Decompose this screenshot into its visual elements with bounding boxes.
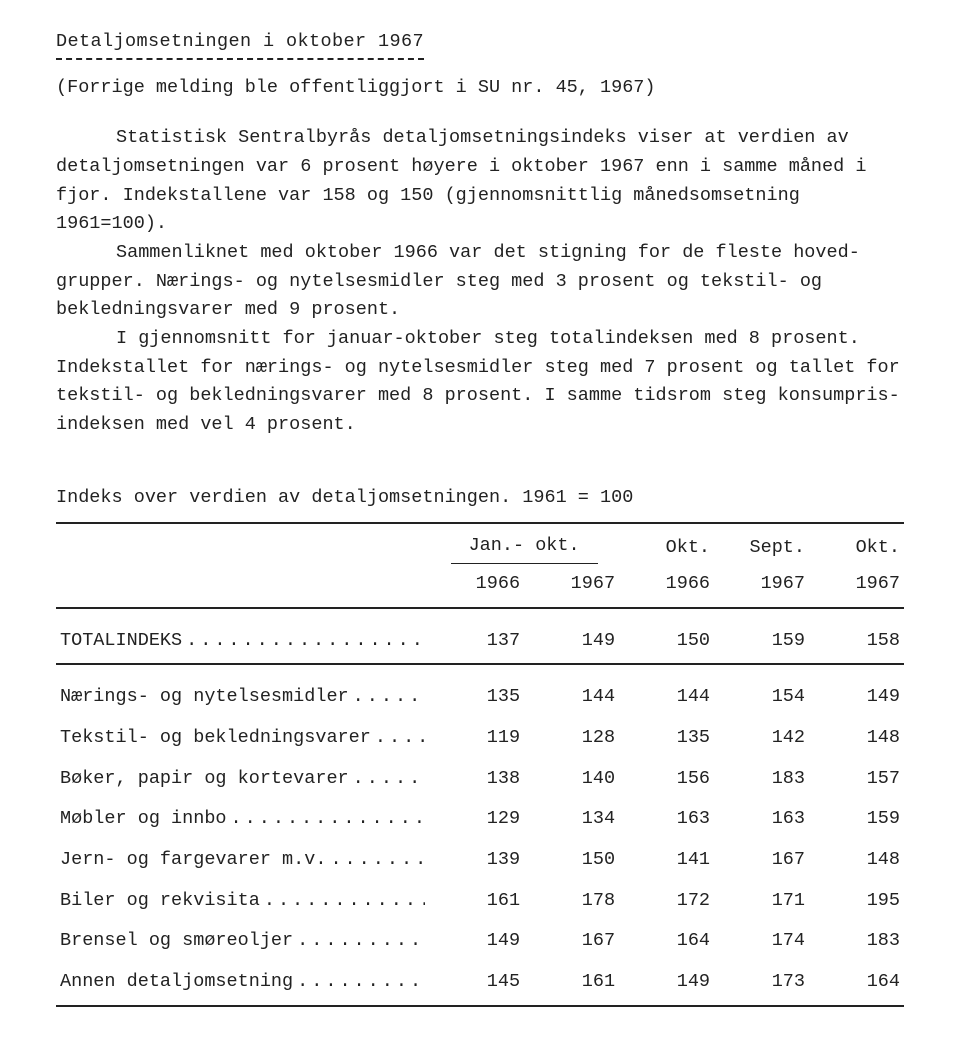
dot-leader: ..........................: [297, 927, 425, 956]
table-mid-rule: [56, 663, 904, 665]
cell: 167: [524, 921, 619, 962]
col-group-okt: Okt.: [619, 526, 714, 570]
cell: 183: [809, 921, 904, 962]
row-label: Biler og rekvisita: [60, 887, 260, 916]
cell: 149: [619, 962, 714, 1003]
row-label: Brensel og smøreoljer: [60, 927, 293, 956]
cell: 148: [809, 718, 904, 759]
cell: 171: [714, 881, 809, 922]
cell: 137: [429, 611, 524, 662]
table-row: Møbler og innbo ........................…: [56, 799, 904, 840]
cell: 129: [429, 799, 524, 840]
cell: 144: [619, 667, 714, 718]
cell: 145: [429, 962, 524, 1003]
cell: 148: [809, 840, 904, 881]
cell: 135: [429, 667, 524, 718]
cell: 149: [524, 611, 619, 662]
cell: 172: [619, 881, 714, 922]
row-label: Nærings- og nytelsesmidler: [60, 683, 349, 712]
col-year-1: 1967: [524, 570, 619, 605]
col-year-4: 1967: [809, 570, 904, 605]
table-header-rule: [56, 607, 904, 609]
table-title: Indeks over verdien av detaljomsetningen…: [56, 484, 904, 513]
cell: 150: [524, 840, 619, 881]
page-title: Detaljomsetningen i oktober 1967: [56, 28, 904, 60]
dot-leader: ..........................: [375, 724, 425, 753]
row-label: Møbler og innbo: [60, 805, 227, 834]
row-label: Jern- og fargevarer m.v.: [60, 846, 326, 875]
col-year-0: 1966: [429, 570, 524, 605]
cell: 135: [619, 718, 714, 759]
table-row: Bøker, papir og kortevarer .............…: [56, 759, 904, 800]
cell: 150: [619, 611, 714, 662]
table-row: Jern- og fargevarer m.v. ...............…: [56, 840, 904, 881]
cell: 159: [809, 799, 904, 840]
cell: 161: [524, 962, 619, 1003]
dot-leader: ..........................: [186, 627, 425, 656]
cell: 142: [714, 718, 809, 759]
body-text: Statistisk Sentralbyrås detaljomsetnings…: [56, 124, 904, 439]
dot-leader: ..........................: [353, 683, 425, 712]
cell: 149: [809, 667, 904, 718]
cell: 154: [714, 667, 809, 718]
dot-leader: ..........................: [231, 805, 426, 834]
cell: 128: [524, 718, 619, 759]
cell: 149: [429, 921, 524, 962]
col-year-3: 1967: [714, 570, 809, 605]
cell: 195: [809, 881, 904, 922]
paragraph-1: Statistisk Sentralbyrås detaljomsetnings…: [56, 124, 904, 239]
cell: 167: [714, 840, 809, 881]
dot-leader: ..........................: [330, 846, 425, 875]
cell: 163: [714, 799, 809, 840]
dot-leader: ..........................: [297, 968, 425, 997]
table-row: Biler og rekvisita .....................…: [56, 881, 904, 922]
subtitle: (Forrige melding ble offentliggjort i SU…: [56, 74, 904, 103]
cell: 174: [714, 921, 809, 962]
cell: 164: [619, 921, 714, 962]
table-header: Jan.- okt. Okt. Sept. Okt. 1966 1967 196…: [56, 526, 904, 604]
col-group-jan-okt: Jan.- okt.: [429, 526, 619, 570]
row-label: Tekstil- og bekledningsvarer: [60, 724, 371, 753]
paragraph-2: Sammenliknet med oktober 1966 var det st…: [56, 239, 904, 325]
cell: 178: [524, 881, 619, 922]
table-bottom-rule: [56, 1005, 904, 1007]
cell: 138: [429, 759, 524, 800]
cell: 158: [809, 611, 904, 662]
paragraph-3: I gjennomsnitt for januar-oktober steg t…: [56, 325, 904, 440]
dot-leader: ..........................: [264, 887, 425, 916]
col-group-okt-2: Okt.: [809, 526, 904, 570]
cell: 163: [619, 799, 714, 840]
page-title-text: Detaljomsetningen i oktober 1967: [56, 28, 424, 60]
row-label: Annen detaljomsetning: [60, 968, 293, 997]
index-table: Jan.- okt. Okt. Sept. Okt. 1966 1967 196…: [56, 526, 904, 1008]
cell: 164: [809, 962, 904, 1003]
table-row: Annen detaljomsetning ..................…: [56, 962, 904, 1003]
col-group-sept: Sept.: [714, 526, 809, 570]
table-body: TOTALINDEKS .......................... 1…: [56, 605, 904, 1009]
table-row: Nærings- og nytelsesmidler .............…: [56, 667, 904, 718]
cell: 173: [714, 962, 809, 1003]
row-label-total: TOTALINDEKS: [60, 627, 182, 656]
table-row: Tekstil- og bekledningsvarer ...........…: [56, 718, 904, 759]
table-top-rule: [56, 522, 904, 524]
table-row: Brensel og smøreoljer ..................…: [56, 921, 904, 962]
cell: 157: [809, 759, 904, 800]
cell: 140: [524, 759, 619, 800]
cell: 156: [619, 759, 714, 800]
cell: 159: [714, 611, 809, 662]
cell: 161: [429, 881, 524, 922]
cell: 134: [524, 799, 619, 840]
table-row-total: TOTALINDEKS .......................... 1…: [56, 611, 904, 662]
cell: 144: [524, 667, 619, 718]
row-label: Bøker, papir og kortevarer: [60, 765, 349, 794]
cell: 141: [619, 840, 714, 881]
cell: 119: [429, 718, 524, 759]
cell: 139: [429, 840, 524, 881]
cell: 183: [714, 759, 809, 800]
dot-leader: ..........................: [353, 765, 425, 794]
col-year-2: 1966: [619, 570, 714, 605]
